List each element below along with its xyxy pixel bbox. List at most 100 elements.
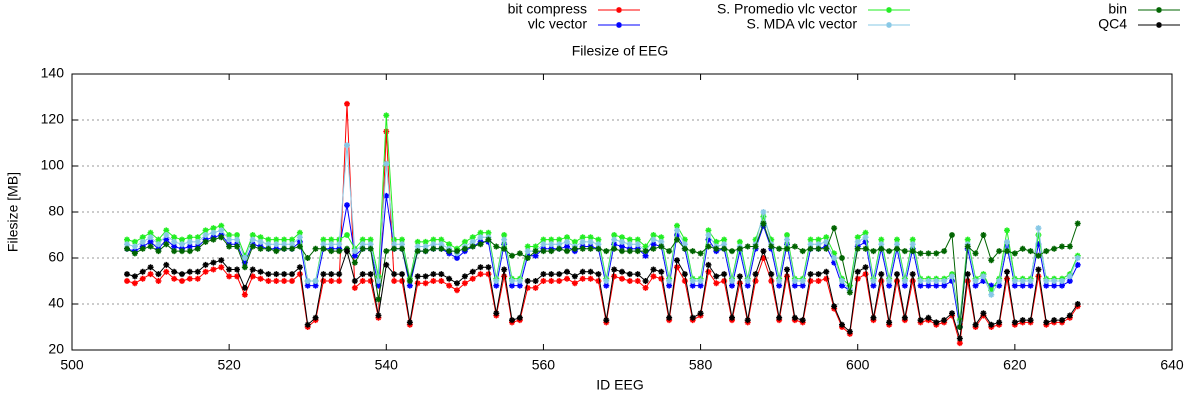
point [878, 236, 885, 243]
point [799, 317, 806, 324]
point [249, 232, 256, 238]
point [784, 266, 790, 273]
point [681, 241, 688, 248]
point [367, 236, 374, 243]
point [273, 248, 280, 255]
point [477, 271, 484, 278]
point [422, 238, 429, 245]
point [273, 278, 280, 284]
point [241, 264, 248, 271]
point [642, 252, 649, 259]
point [721, 241, 728, 248]
point [784, 236, 790, 243]
point [430, 245, 437, 252]
point [509, 317, 515, 324]
point [406, 282, 413, 289]
point [878, 241, 885, 248]
point [147, 271, 154, 278]
point [571, 238, 578, 245]
point [516, 314, 523, 321]
point [650, 273, 657, 280]
point [650, 245, 657, 252]
point [886, 282, 893, 289]
point [909, 248, 916, 255]
point [548, 278, 555, 284]
point [234, 232, 240, 238]
point [501, 232, 508, 238]
point [619, 248, 625, 255]
point [909, 278, 916, 284]
point [1027, 317, 1034, 324]
x-tick-label: 520 [217, 357, 241, 373]
point [351, 278, 358, 284]
point [658, 234, 665, 241]
point [501, 241, 508, 248]
point [681, 278, 688, 284]
point [336, 241, 343, 248]
point [611, 266, 618, 273]
point [1004, 238, 1010, 245]
point [461, 238, 468, 245]
point [705, 243, 712, 250]
point [194, 245, 201, 252]
point [375, 282, 382, 289]
point [359, 236, 366, 243]
point [579, 238, 586, 245]
point [642, 278, 649, 284]
point [658, 238, 665, 245]
point [650, 266, 657, 273]
point [351, 259, 358, 266]
point [642, 248, 649, 255]
point [799, 278, 806, 284]
point [1035, 225, 1042, 232]
point [619, 234, 625, 241]
point [1019, 278, 1026, 284]
point [147, 229, 154, 236]
point [933, 282, 940, 289]
point [414, 243, 421, 250]
point [281, 236, 288, 243]
point [807, 278, 814, 284]
point [768, 271, 775, 278]
point [878, 278, 885, 284]
legend-label: bin [1108, 1, 1127, 17]
point [304, 321, 311, 328]
point [933, 319, 940, 326]
point [344, 202, 350, 209]
point [854, 238, 861, 245]
point [831, 225, 838, 232]
point [854, 245, 861, 252]
point [784, 232, 790, 238]
point [862, 264, 869, 271]
point [949, 273, 955, 280]
point [721, 271, 728, 278]
point [1027, 248, 1034, 255]
point [713, 245, 720, 252]
point [477, 264, 484, 271]
point [171, 248, 178, 255]
point [422, 243, 429, 250]
point [689, 282, 696, 289]
point [933, 250, 940, 257]
point [296, 243, 303, 250]
point [226, 236, 233, 243]
point [564, 275, 570, 282]
point [862, 271, 869, 278]
point [846, 328, 853, 335]
point [768, 236, 775, 243]
point [603, 282, 610, 289]
point [186, 243, 193, 250]
point [320, 241, 327, 248]
point [721, 245, 728, 252]
point [1059, 243, 1065, 250]
point [791, 282, 798, 289]
point [469, 243, 476, 250]
point [438, 236, 445, 243]
point [760, 213, 767, 220]
point [823, 238, 830, 245]
point [124, 278, 130, 284]
point [548, 241, 555, 248]
point [564, 248, 570, 255]
point [736, 280, 743, 287]
point [626, 236, 633, 243]
